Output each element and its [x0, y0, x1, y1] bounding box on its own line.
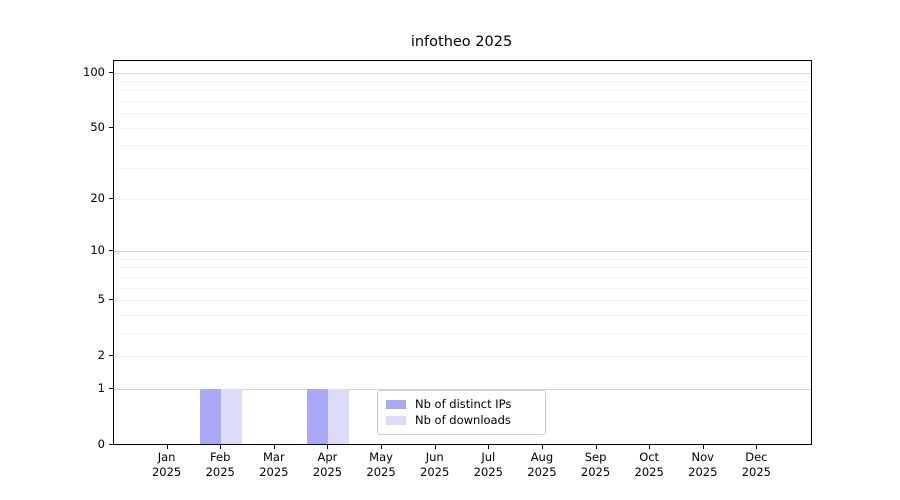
x-tick-label: Oct 2025 [609, 450, 689, 480]
x-tick-mark [434, 444, 436, 449]
y-tick-mark [109, 354, 113, 356]
x-tick-month: Jul [481, 449, 496, 464]
y-tick-label: 50 [90, 119, 105, 134]
minor-gridline [114, 81, 811, 83]
x-tick-mark [541, 444, 543, 449]
legend-swatch-downloads [386, 416, 406, 425]
x-tick-month: Nov [691, 449, 714, 464]
x-tick-year: 2025 [366, 464, 396, 479]
x-tick-year: 2025 [473, 464, 503, 479]
x-tick-year: 2025 [688, 464, 718, 479]
y-tick-label: 2 [97, 347, 105, 362]
bar-nb-of-downloads [328, 388, 350, 444]
x-tick-mark [702, 444, 704, 449]
minor-gridline [114, 332, 811, 334]
x-tick-mark [381, 444, 383, 449]
x-tick-mark [273, 444, 275, 449]
minor-gridline [114, 113, 811, 115]
x-tick-mark [649, 444, 651, 449]
x-tick-month: Sep [584, 449, 607, 464]
y-tick-label: 10 [90, 243, 105, 258]
x-tick-mark [595, 444, 597, 449]
x-tick-year: 2025 [151, 464, 182, 479]
minor-gridline [114, 199, 811, 201]
x-tick-mark [488, 444, 490, 449]
minor-gridline [114, 287, 811, 289]
x-tick-month: Aug [530, 449, 554, 464]
x-tick-month: Jan [157, 449, 176, 464]
x-tick-year: 2025 [312, 464, 343, 479]
minor-gridline [114, 90, 811, 92]
bar-nb-of-distinct-ips [200, 388, 222, 444]
y-tick-mark [109, 198, 113, 200]
bar-nb-of-downloads [221, 388, 243, 444]
x-tick-label: Sep 2025 [556, 450, 636, 480]
legend-item-downloads: Nb of downloads [386, 414, 537, 427]
x-tick-year: 2025 [741, 464, 772, 479]
x-tick-year: 2025 [580, 464, 611, 479]
x-tick-mark [756, 444, 758, 449]
x-tick-year: 2025 [420, 464, 450, 479]
x-tick-mark [220, 444, 222, 449]
legend-label-downloads: Nb of downloads [415, 413, 511, 427]
chart-title: infotheo 2025 [410, 34, 513, 50]
y-tick-mark [109, 250, 113, 252]
y-tick-mark [109, 387, 113, 389]
y-tick-mark [109, 443, 113, 445]
x-tick-label: Jun 2025 [395, 450, 475, 480]
major-gridline [114, 251, 811, 253]
x-tick-label: Apr 2025 [287, 450, 367, 480]
legend-label-distinct-ips: Nb of distinct IPs [415, 397, 512, 411]
x-tick-year: 2025 [205, 464, 235, 479]
x-tick-mark [166, 444, 168, 449]
minor-gridline [114, 167, 811, 169]
y-tick-label: 1 [97, 380, 105, 395]
x-tick-label: Aug 2025 [502, 450, 582, 480]
x-tick-month: Dec [745, 449, 768, 464]
legend-swatch-distinct-ips [386, 400, 406, 409]
x-tick-month: Jun [425, 449, 444, 464]
minor-gridline [114, 314, 811, 316]
y-tick-label: 20 [90, 191, 105, 206]
x-tick-label: Feb 2025 [180, 450, 260, 480]
x-tick-month: Apr [317, 449, 338, 464]
y-tick-mark [109, 71, 113, 73]
x-tick-year: 2025 [634, 464, 664, 479]
x-tick-label: Dec 2025 [716, 450, 796, 480]
y-tick-label: 100 [83, 64, 105, 79]
x-tick-label: Nov 2025 [663, 450, 743, 480]
bar-nb-of-distinct-ips [307, 388, 329, 444]
minor-gridline [114, 300, 811, 302]
minor-gridline [114, 127, 811, 129]
x-tick-mark [327, 444, 329, 449]
y-tick-label: 0 [97, 436, 105, 451]
major-gridline [114, 388, 811, 390]
x-tick-month: May [369, 449, 393, 464]
x-tick-label: Jul 2025 [448, 450, 528, 480]
major-gridline [114, 72, 811, 74]
y-tick-label: 5 [97, 292, 105, 307]
minor-gridline [114, 101, 811, 103]
minor-gridline [114, 267, 811, 269]
x-tick-month: Feb [210, 449, 231, 464]
x-tick-month: Mar [262, 449, 285, 464]
minor-gridline [114, 145, 811, 147]
x-tick-year: 2025 [259, 464, 289, 479]
minor-gridline [114, 276, 811, 278]
x-tick-label: Mar 2025 [234, 450, 314, 480]
x-tick-label: May 2025 [341, 450, 421, 480]
plot-area [113, 60, 812, 445]
minor-gridline [114, 355, 811, 357]
x-tick-month: Oct [639, 449, 660, 464]
y-tick-mark [109, 126, 113, 128]
legend-item-distinct-ips: Nb of distinct IPs [386, 398, 537, 411]
x-tick-year: 2025 [527, 464, 557, 479]
y-tick-mark [109, 299, 113, 301]
x-tick-label: Jan 2025 [127, 450, 207, 480]
legend: Nb of distinct IPs Nb of downloads [377, 390, 546, 435]
minor-gridline [114, 259, 811, 260]
